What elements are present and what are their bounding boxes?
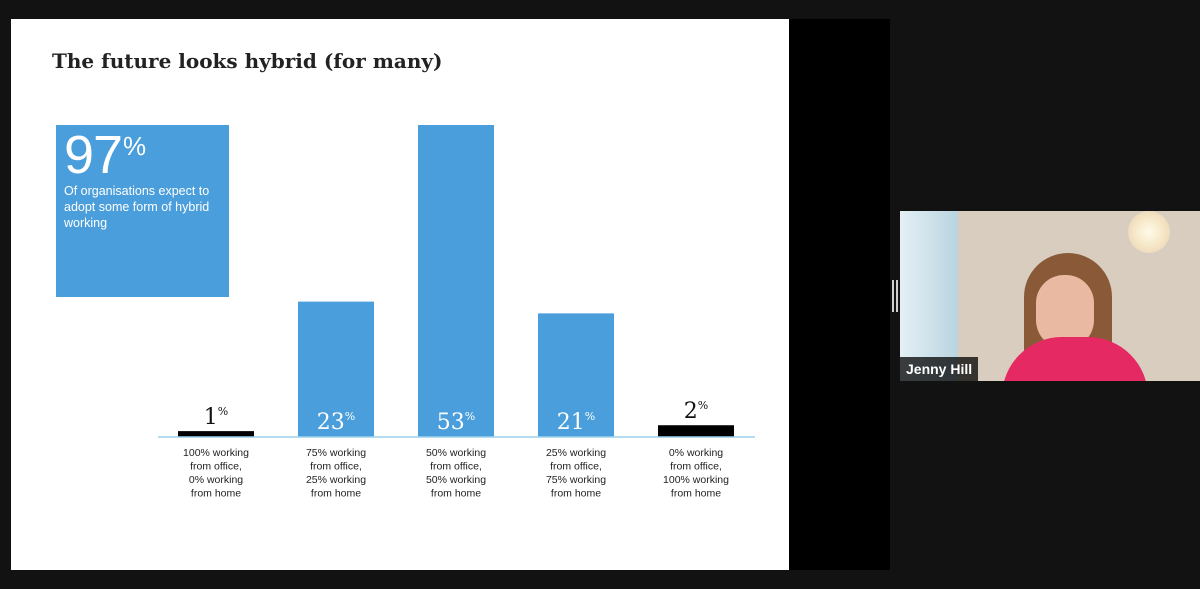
bar-chart: 1% 23% 53% 21% 2% 100% working from office, 0%…: [158, 125, 755, 500]
category-label-2: 75% working from office, 25% working from h…: [306, 447, 366, 500]
bar-4: [538, 313, 614, 437]
bar-value-label-1: 1%: [204, 405, 228, 430]
stat-value: 97: [64, 125, 123, 185]
video-window-background: [900, 211, 958, 381]
category-label-3: 50% working from office, 50% working from h…: [426, 447, 486, 500]
bar-value-label-5: 2%: [684, 399, 708, 424]
bar-value-label-4: 21%: [557, 410, 595, 435]
video-participant-face: [1036, 275, 1094, 349]
bar-value-label-3: 53%: [437, 410, 475, 435]
bar-value-label-2: 23%: [317, 410, 355, 435]
stat-callout: 97 % Of organisations expect to adopt so…: [56, 125, 229, 297]
category-label-1: 100% working from office, 0% working from h…: [183, 447, 249, 500]
bar-2: [298, 301, 374, 437]
bar-5: [658, 425, 734, 437]
stat-description: Of organisations expect to adopt some fo…: [64, 184, 210, 230]
bar-3: [418, 125, 494, 437]
stat-symbol: %: [123, 131, 147, 161]
bar-1: [178, 431, 254, 437]
participant-name-label: Jenny Hill: [900, 357, 979, 381]
presentation-slide: The future looks hybrid (for many) 1% 23%…: [11, 19, 789, 570]
slide-side-panel: [789, 19, 890, 570]
panel-resize-handle[interactable]: [892, 280, 898, 312]
slide-title: The future looks hybrid (for many): [52, 49, 443, 73]
video-lamp-light: [1128, 211, 1170, 253]
category-label-5: 0% working from office, 100% working from h…: [663, 447, 729, 500]
category-label-4: 25% working from office, 75% working from h…: [546, 447, 606, 500]
participant-video-tile[interactable]: Jenny Hill: [900, 211, 1200, 381]
